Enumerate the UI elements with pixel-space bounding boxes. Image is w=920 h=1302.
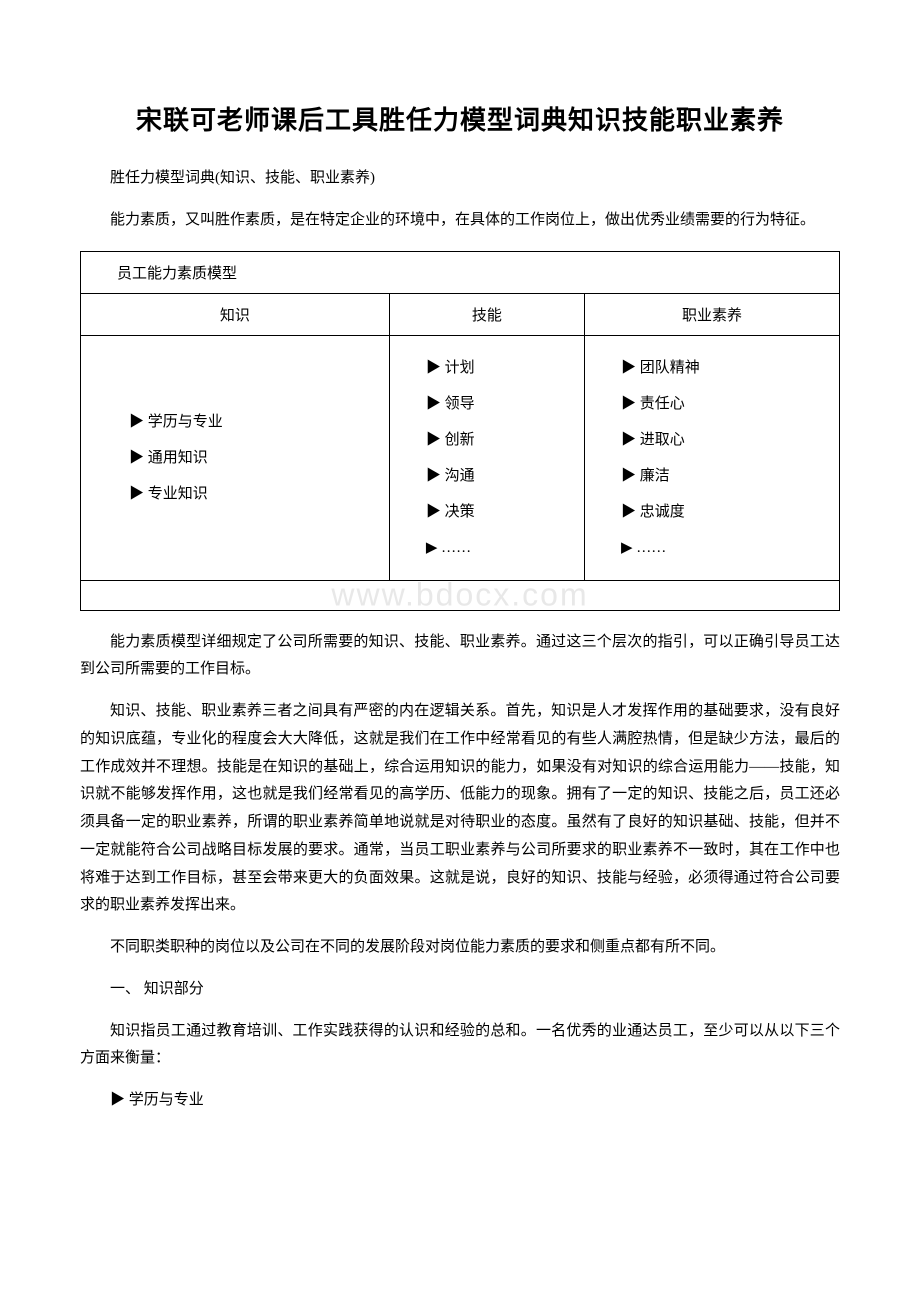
document-title: 宋联可老师课后工具胜任力模型词典知识技能职业素养 bbox=[80, 100, 840, 137]
table-header-row: 员工能力素质模型 bbox=[81, 251, 840, 293]
watermark-text: www.bdocx.com bbox=[331, 577, 588, 614]
list-item: ▶ 通用知识 bbox=[129, 440, 377, 476]
list-item: ▶ 计划 bbox=[426, 350, 572, 386]
list-item: ▶ 沟通 bbox=[426, 458, 572, 494]
list-item: ▶ …… bbox=[426, 530, 572, 566]
column-header-skill: 技能 bbox=[389, 293, 584, 335]
quality-items-cell: ▶ 团队精神 ▶ 责任心 ▶ 进取心 ▶ 廉洁 ▶ 忠诚度 ▶ …… bbox=[584, 335, 839, 580]
table-title-cell: 员工能力素质模型 bbox=[81, 251, 840, 293]
bullet-education: ▶ 学历与专业 bbox=[80, 1087, 840, 1115]
skill-items-cell: ▶ 计划 ▶ 领导 ▶ 创新 ▶ 沟通 ▶ 决策 ▶ …… bbox=[389, 335, 584, 580]
list-item: ▶ 责任心 bbox=[621, 386, 827, 422]
body-paragraph-1: 能力素质模型详细规定了公司所需要的知识、技能、职业素养。通过这三个层次的指引，可… bbox=[80, 629, 840, 685]
table-content-row: ▶ 学历与专业 ▶ 通用知识 ▶ 专业知识 ▶ 计划 ▶ 领导 ▶ 创新 ▶ 沟… bbox=[81, 335, 840, 580]
list-item: ▶ 专业知识 bbox=[129, 476, 377, 512]
column-header-knowledge: 知识 bbox=[81, 293, 390, 335]
list-item: ▶ 领导 bbox=[426, 386, 572, 422]
knowledge-items-cell: ▶ 学历与专业 ▶ 通用知识 ▶ 专业知识 bbox=[81, 335, 390, 580]
body-paragraph-4: 知识指员工通过教育培训、工作实践获得的认识和经验的总和。一名优秀的业通达员工，至… bbox=[80, 1018, 840, 1074]
section-1-title: 一、 知识部分 bbox=[80, 976, 840, 1004]
list-item: ▶ 学历与专业 bbox=[129, 404, 377, 440]
table-column-header-row: 知识 技能 职业素养 bbox=[81, 293, 840, 335]
list-item: ▶ 忠诚度 bbox=[621, 494, 827, 530]
body-paragraph-3: 不同职类职种的岗位以及公司在不同的发展阶段对岗位能力素质的要求和侧重点都有所不同… bbox=[80, 934, 840, 962]
list-item: ▶ 团队精神 bbox=[621, 350, 827, 386]
subtitle-paragraph: 胜任力模型词典(知识、技能、职业素养) bbox=[80, 165, 840, 193]
table-empty-row: www.bdocx.com bbox=[81, 580, 840, 610]
column-header-quality: 职业素养 bbox=[584, 293, 839, 335]
list-item: ▶ 创新 bbox=[426, 422, 572, 458]
list-item: ▶ 进取心 bbox=[621, 422, 827, 458]
list-item: ▶ …… bbox=[621, 530, 827, 566]
list-item: ▶ 廉洁 bbox=[621, 458, 827, 494]
list-item: ▶ 决策 bbox=[426, 494, 572, 530]
body-paragraph-2: 知识、技能、职业素养三者之间具有严密的内在逻辑关系。首先，知识是人才发挥作用的基… bbox=[80, 698, 840, 920]
competency-model-table: 员工能力素质模型 知识 技能 职业素养 ▶ 学历与专业 ▶ 通用知识 ▶ 专业知… bbox=[80, 251, 840, 611]
intro-paragraph: 能力素质，又叫胜作素质，是在特定企业的环境中，在具体的工作岗位上，做出优秀业绩需… bbox=[80, 207, 840, 235]
